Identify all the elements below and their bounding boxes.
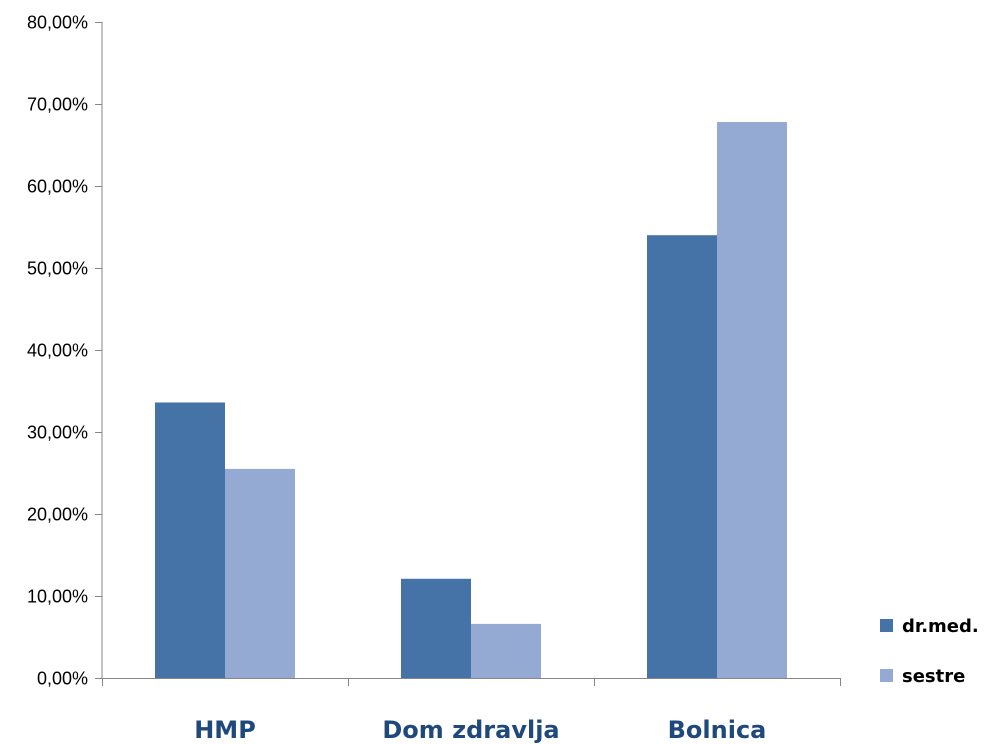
x-category-label: Dom zdravlja	[382, 716, 559, 744]
y-tick-label: 60,00%	[27, 177, 88, 197]
x-category-label: HMP	[194, 716, 256, 744]
bar-sestre-2	[471, 623, 541, 678]
y-tick-label: 30,00%	[27, 423, 88, 443]
y-tick-label: 40,00%	[27, 341, 88, 361]
legend-swatch	[880, 619, 893, 632]
x-category-label: Bolnica	[668, 716, 767, 744]
bar-dr-med-3	[647, 235, 717, 678]
bar-sestre-3	[717, 122, 787, 679]
bar-dr-med-2	[401, 578, 471, 678]
y-tick-label: 50,00%	[27, 259, 88, 279]
legend-label: sestre	[902, 666, 965, 687]
y-tick-label: 20,00%	[27, 505, 88, 525]
legend-swatch	[880, 669, 893, 682]
y-tick-label: 70,00%	[27, 95, 88, 115]
y-axis: 0,00% 10,00% 20,00% 30,00% 40,00% 50,00% 60,00…	[27, 13, 103, 689]
y-tick-label: 10,00%	[27, 587, 88, 607]
bar-sestre-1	[225, 468, 295, 678]
bar-dr-med-1	[155, 402, 225, 678]
legend-label: dr.med.	[902, 616, 979, 637]
bars	[155, 122, 787, 679]
y-tick-label: 0,00%	[37, 669, 88, 689]
legend: dr.med. sestre	[880, 616, 979, 687]
x-axis: HMP Dom zdravlja Bolnica	[102, 678, 841, 744]
y-tick-label: 80,00%	[27, 13, 88, 33]
